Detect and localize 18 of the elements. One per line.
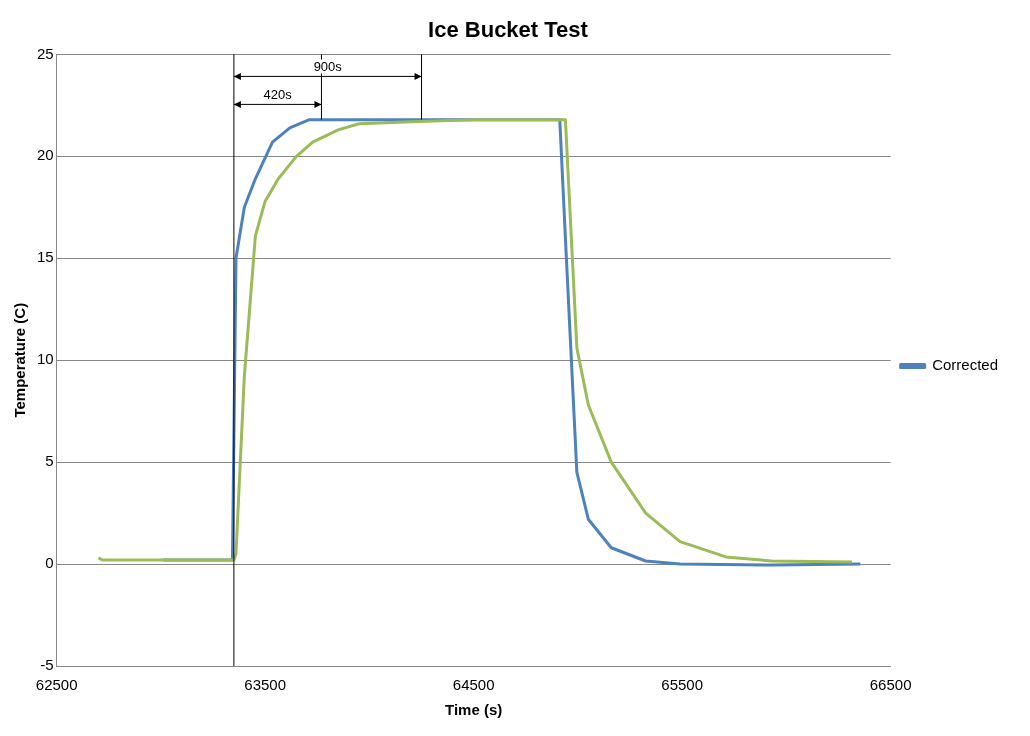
annotation: 420s bbox=[263, 87, 293, 103]
annotation: 900s bbox=[313, 59, 343, 75]
x-tick-label: 64500 bbox=[452, 676, 495, 694]
y-axis-title: Temperature (C) bbox=[11, 302, 29, 418]
y-tick-label: 25 bbox=[37, 44, 54, 62]
x-tick-label: 63500 bbox=[244, 676, 287, 694]
y-tick-label: 0 bbox=[45, 554, 54, 572]
legend-label: Corrected bbox=[932, 356, 998, 374]
y-tick-label: 10 bbox=[37, 350, 54, 368]
y-tick-label: 20 bbox=[37, 146, 54, 164]
y-tick-label: 15 bbox=[37, 248, 54, 266]
chart-title: Ice Bucket Test bbox=[428, 17, 589, 43]
x-axis-title: Time (s) bbox=[445, 701, 503, 719]
x-tick-label: 65500 bbox=[661, 676, 704, 694]
y-tick-label: 5 bbox=[45, 452, 54, 470]
x-tick-label: 66500 bbox=[869, 676, 912, 694]
y-tick-label: -5 bbox=[40, 656, 54, 674]
x-tick-label: 62500 bbox=[35, 676, 78, 694]
